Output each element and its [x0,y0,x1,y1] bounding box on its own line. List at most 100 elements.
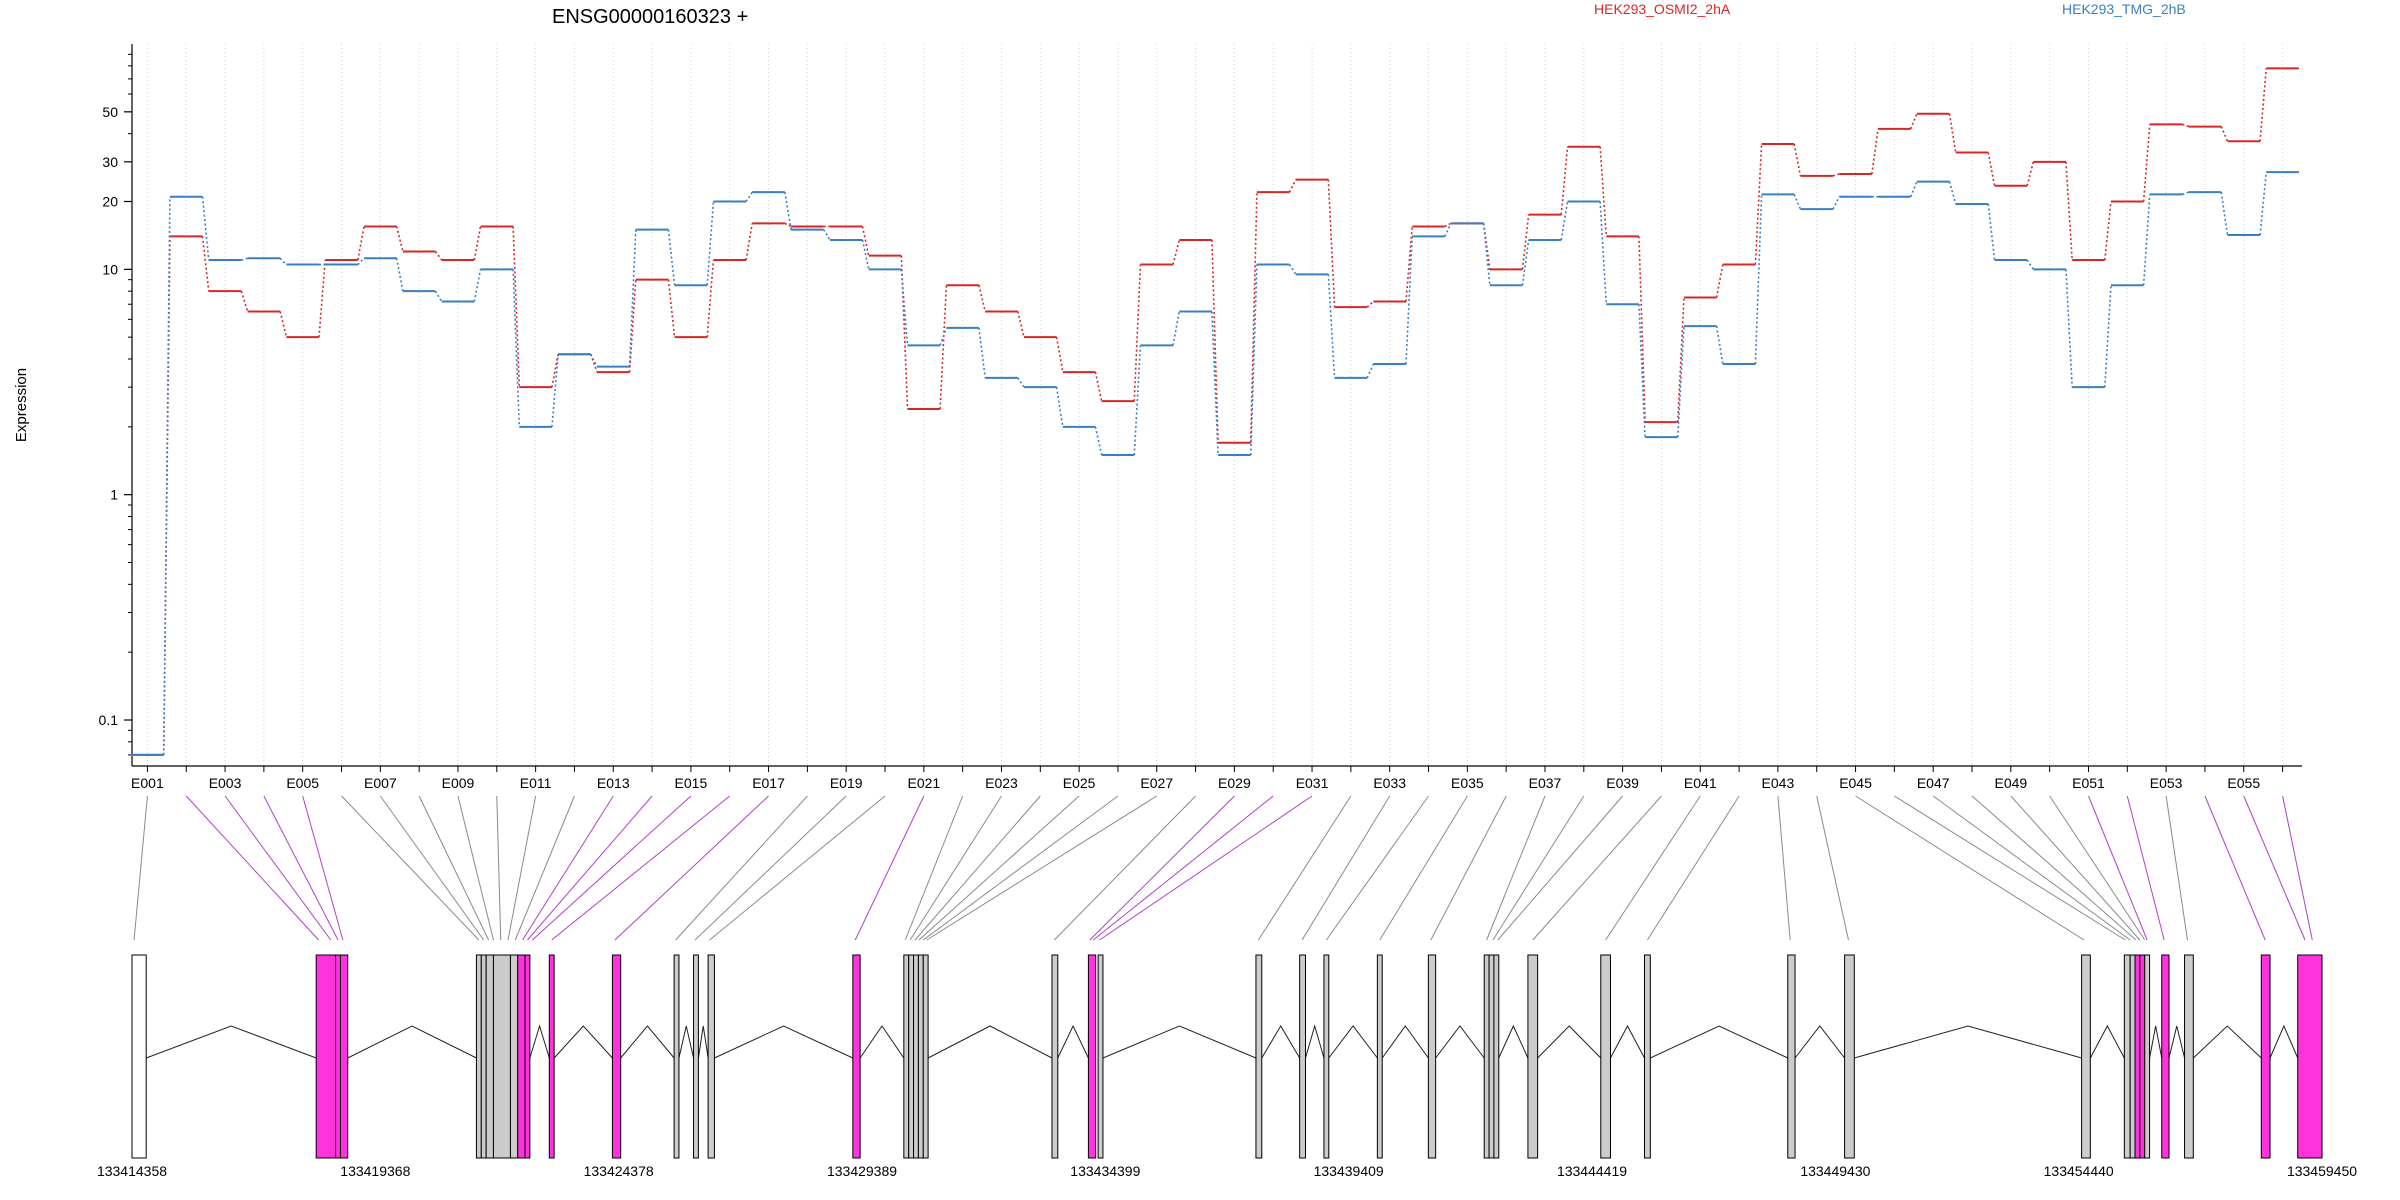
series-connector [1055,337,1064,373]
exon-connector [926,795,1158,941]
exon-box [1427,954,1437,1159]
exon-label: E039 [1606,775,1639,791]
series-connector [395,226,404,252]
exon-label: E037 [1529,775,1562,791]
exon-connector [918,795,1080,941]
exon-box [131,954,147,1159]
series-connector [240,290,249,312]
y-tick-label: 0.1 [99,712,119,728]
exon-label: E005 [286,775,319,791]
series-connector [551,354,559,388]
series-connector [1676,326,1685,438]
series-connector [589,353,598,373]
y-tick-label: 20 [102,194,118,210]
exon-box [2184,954,2194,1159]
intron [1435,1025,1485,1059]
exon-connector [1257,795,1352,941]
genomic-coordinate: 133429389 [827,1163,897,1179]
exon-connector [496,795,502,941]
series-layer [131,67,2299,756]
exon-box-highlight [517,954,526,1159]
exon-connector [527,795,653,941]
intron [714,1025,854,1059]
exon-connector [2010,795,2141,941]
exon-label: E033 [1373,775,1406,791]
series-connector [1211,311,1219,456]
series-connector [784,222,792,228]
series-connector [1638,236,1646,423]
series-connector [1327,179,1336,308]
intron [2149,1025,2163,1059]
series-connector [434,251,443,261]
exon-connector [379,795,485,941]
exon-box-highlight [1087,954,1097,1159]
intron [2089,1024,2125,1059]
exon-connector [514,795,575,941]
series-connector [2182,191,2189,196]
exon-box [1488,954,1495,1159]
exon-label: E019 [830,775,863,791]
exon-connector [675,795,808,941]
exon-box [673,954,680,1159]
series-connector [434,290,443,302]
series-connector [2220,192,2229,236]
exon-label: E001 [131,775,164,791]
intron [347,1025,477,1059]
series-connector [395,258,404,292]
exon-box [1323,954,1330,1159]
exon-connector [341,795,480,941]
intron [1854,1025,2082,1059]
exon-connector [1492,795,1585,941]
exon-connector [1605,795,1701,941]
exon-connector [1532,795,1662,941]
intron [2192,1025,2262,1059]
gene-model: 133414358 133419368 133424378 133429389 1334… [97,954,2357,1179]
series-connector [1871,128,1879,175]
series-connector [1405,236,1414,365]
series-connector [1948,181,1957,205]
exon-connector [1497,795,1624,941]
exon-box [2144,954,2151,1159]
series-connector [1521,214,1530,270]
exon-connector [1099,795,1313,941]
series-connector [473,226,482,261]
exon-box [917,954,924,1159]
series-connector [512,269,521,427]
exon-connector [1325,795,1429,941]
exon-box [475,954,482,1159]
y-tick-label: 1 [110,487,118,503]
y-tick-label: 50 [102,104,118,120]
exon-connectors [133,795,2313,941]
exon-label: E035 [1451,775,1484,791]
series-connector [1172,239,1181,265]
exon-box [1376,954,1383,1159]
exon-box [509,954,519,1159]
series-connector [861,226,870,256]
intron [697,1025,709,1059]
exon-connector [185,795,319,941]
exon-label: E009 [442,775,475,791]
exon-box [1299,954,1306,1159]
legend-entry-tmg: HEK293_TMG_2hB [2062,1,2186,17]
exon-connector [1430,795,1507,941]
exon-box-highlight [2260,954,2271,1159]
exon-box [1097,954,1104,1159]
exon-connector [418,795,490,941]
series-connector [1560,146,1569,215]
series-connector [1288,264,1297,275]
series-connector [1793,143,1802,176]
series-connector [706,201,715,286]
series-connector [745,191,753,202]
exon-box [1643,954,1651,1159]
genomic-coordinate: 133444419 [1557,1163,1627,1179]
series-connector [2142,124,2151,202]
series-connector [1133,264,1142,402]
intron [1328,1025,1378,1059]
exon-connector [2088,795,2148,941]
genomic-coordinate: 133414358 [97,1163,167,1179]
series-connector [628,229,637,367]
exon-connector [614,795,769,941]
series-connector [279,257,287,266]
series-connector [1754,143,1763,265]
